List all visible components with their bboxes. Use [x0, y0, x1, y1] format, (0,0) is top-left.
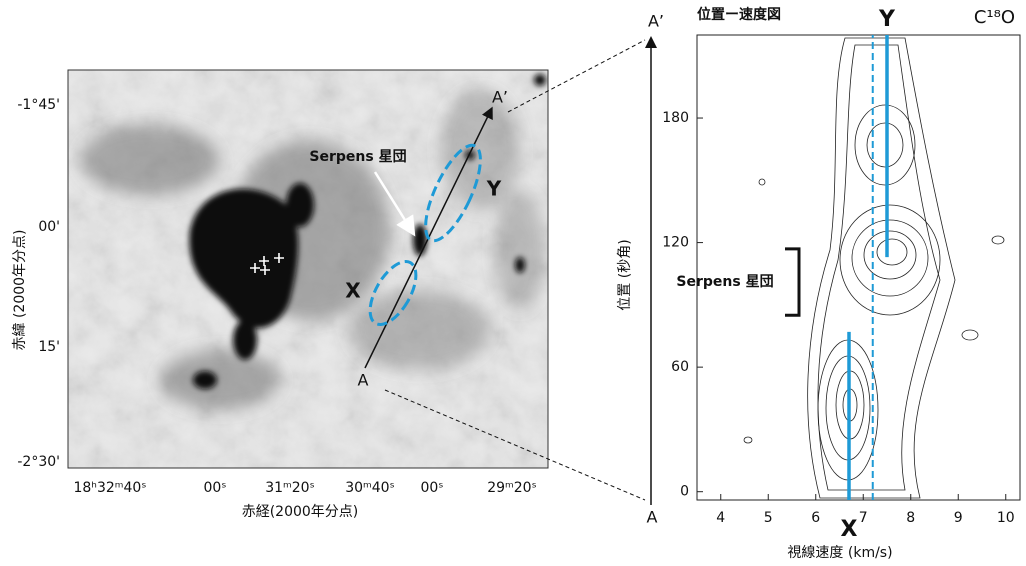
region-y-label: Y: [486, 177, 502, 201]
region-x-label: X: [345, 279, 361, 303]
y-tick-label: 120: [662, 235, 689, 251]
x-tick-label: 7: [859, 510, 868, 526]
cluster-bracket: [785, 249, 799, 315]
map-y-tick: -2°30': [17, 454, 60, 470]
map-x-tick: 00ˢ: [203, 480, 226, 496]
axis-end-bottom: A: [647, 508, 658, 527]
map-x-tick: 00ˢ: [420, 480, 443, 496]
map-x-tick: 31ᵐ20ˢ: [265, 480, 315, 496]
map-x-label: 赤経(2000年分点): [242, 504, 359, 520]
molecule: C¹⁸O: [974, 7, 1015, 28]
pv-frame: [697, 35, 1020, 500]
contours: [744, 38, 1004, 498]
x-tick-label: 9: [954, 510, 963, 526]
pv-marks: 4 5 6 7 8 9 10 0 60 120 180 X Y Serpens 星団: [662, 7, 1014, 542]
sky-image: [68, 70, 548, 468]
map-y-label: 赤緯 (2000年分点): [12, 229, 28, 350]
end-a-prime: A’: [492, 88, 508, 107]
line-x-label: X: [841, 517, 858, 542]
x-tick-label: 10: [997, 510, 1015, 526]
pv-title: 位置ー速度図: [697, 6, 781, 23]
axis-end-top: A’: [648, 12, 664, 31]
cluster-label: Serpens 星団: [309, 149, 406, 165]
map-y-tick: -1°45': [17, 97, 60, 113]
y-tick-label: 180: [662, 110, 689, 126]
figure: -1°45' 00' 15' -2°30' 18ʰ32ᵐ40ˢ 00ˢ 31ᵐ2…: [0, 0, 1026, 566]
pv-y-label: 位置 (秒角): [617, 239, 633, 310]
pv-x-label: 視線速度 (km/s): [787, 545, 892, 561]
x-tick-label: 5: [764, 510, 773, 526]
line-y-label: Y: [878, 7, 896, 32]
end-a: A: [358, 371, 369, 390]
y-tick-label: 60: [671, 359, 689, 375]
map-y-tick: 15': [38, 339, 60, 355]
x-tick-label: 8: [906, 510, 915, 526]
map-y-tick: 00': [38, 219, 60, 235]
map-x-tick: 30ᵐ40ˢ: [345, 480, 395, 496]
y-tick-label: 0: [680, 484, 689, 500]
map-x-tick: 29ᵐ20ˢ: [487, 480, 537, 496]
x-tick-label: 4: [716, 510, 725, 526]
cluster-label: Serpens 星団: [676, 274, 773, 290]
x-tick-label: 6: [811, 510, 820, 526]
map-x-tick: 18ʰ32ᵐ40ˢ: [73, 480, 146, 496]
